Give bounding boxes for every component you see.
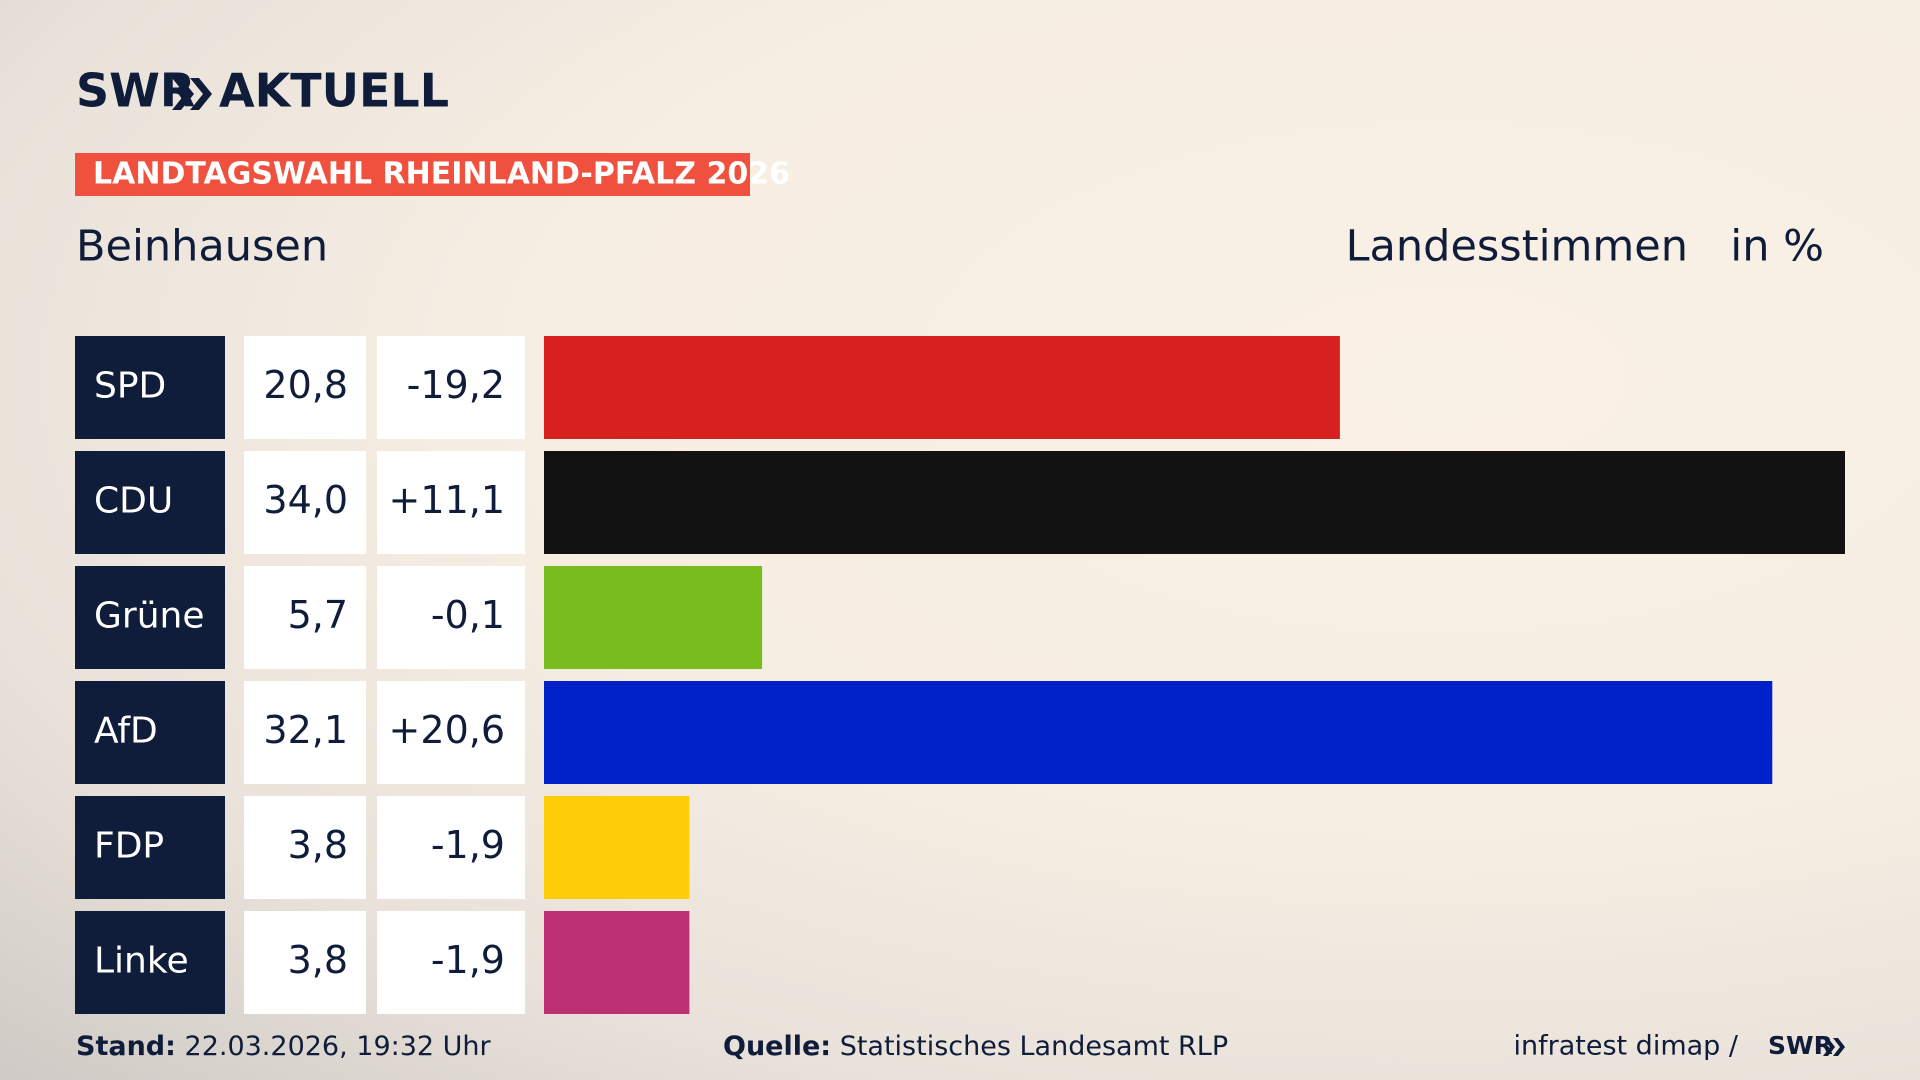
value-box	[244, 451, 366, 554]
change-label: -1,9	[431, 823, 505, 867]
value-label: 20,8	[263, 363, 348, 407]
value-box	[244, 681, 366, 784]
party-label: Linke	[94, 941, 189, 982]
location: Beinhausen	[76, 222, 328, 272]
stand: Stand: 22.03.2026, 19:32 Uhr	[76, 1031, 492, 1062]
party-label: SPD	[94, 366, 166, 407]
value-box	[244, 336, 366, 439]
value-box	[244, 566, 366, 669]
change-label: -0,1	[431, 593, 505, 637]
value-label: 34,0	[263, 478, 348, 522]
banner	[75, 153, 750, 196]
stand-label: Stand:	[76, 1031, 176, 1062]
party-box	[75, 336, 225, 439]
footer: Stand: 22.03.2026, 19:32 Uhr Quelle: Sta…	[76, 1031, 1845, 1062]
change-box	[377, 796, 525, 899]
value-box	[244, 911, 366, 1014]
change-box	[377, 681, 525, 784]
stand-value: 22.03.2026, 19:32 Uhr	[185, 1031, 492, 1062]
change-box	[377, 566, 525, 669]
value-label: 3,8	[288, 823, 348, 867]
change-label: +11,1	[389, 478, 505, 522]
change-box	[377, 911, 525, 1014]
bar	[544, 336, 1340, 439]
source-value: Statistisches Landesamt RLP	[840, 1031, 1228, 1062]
value-label: 32,1	[263, 708, 348, 752]
party-box	[75, 911, 225, 1014]
change-label: -19,2	[407, 363, 505, 407]
banner-text: LANDTAGSWAHL RHEINLAND-PFALZ 2026	[93, 157, 790, 192]
party-box	[75, 566, 225, 669]
bar	[544, 911, 690, 1014]
change-box	[377, 451, 525, 554]
party-box	[75, 796, 225, 899]
credit: infratest dimap /	[1513, 1031, 1738, 1062]
value-box	[244, 796, 366, 899]
change-box	[377, 336, 525, 439]
change-label: +20,6	[389, 708, 505, 752]
brand-chevrons	[172, 78, 212, 110]
measure: Landesstimmen	[1346, 222, 1688, 272]
bar	[544, 796, 690, 899]
unit: in %	[1730, 222, 1824, 272]
brand-title: AKTUELL	[219, 64, 449, 118]
party-box	[75, 681, 225, 784]
party-label: CDU	[94, 481, 173, 522]
party-label: AfD	[94, 711, 158, 752]
value-label: 3,8	[288, 938, 348, 982]
party-label: Grüne	[94, 596, 204, 637]
value-label: 5,7	[288, 593, 348, 637]
bar	[544, 451, 1845, 554]
credit-brand: SWR	[1768, 1031, 1833, 1060]
party-label: FDP	[94, 826, 164, 867]
source-label: Quelle:	[723, 1031, 831, 1062]
source: Quelle: Statistisches Landesamt RLP	[723, 1031, 1228, 1062]
bar	[544, 681, 1773, 784]
credit-chevrons	[1823, 1038, 1845, 1056]
party-box	[75, 451, 225, 554]
bar	[544, 566, 763, 669]
change-label: -1,9	[431, 938, 505, 982]
